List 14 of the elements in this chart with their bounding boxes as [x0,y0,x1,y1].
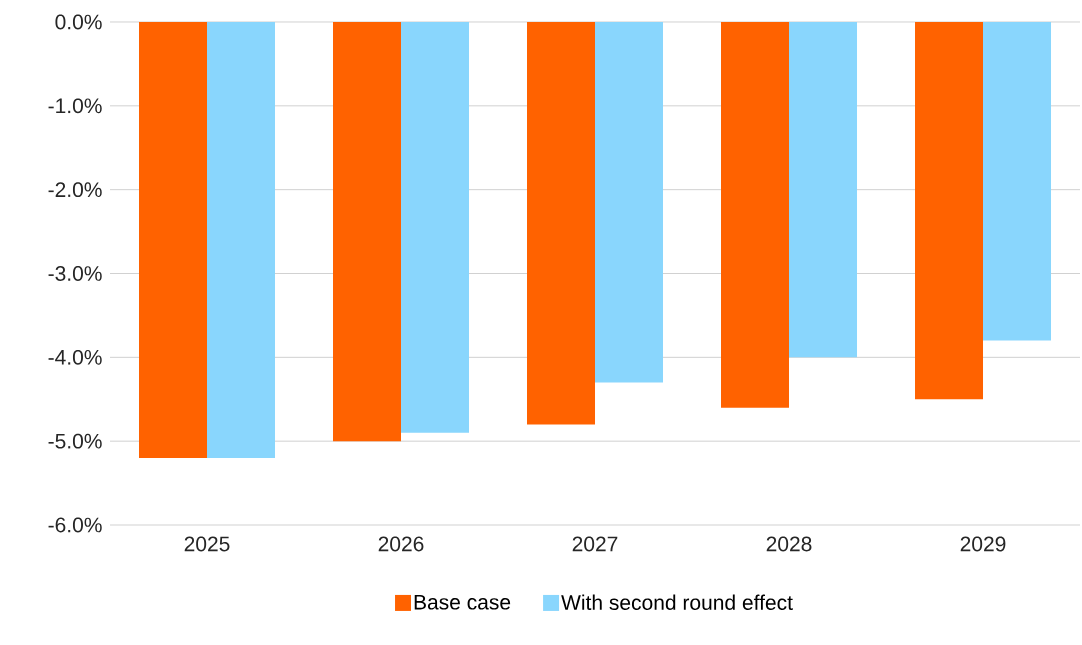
legend-label: Base case [414,594,511,610]
y-tick-label: -2.0% [48,182,102,198]
y-tick-label: -4.0% [48,349,102,365]
x-tick-label: 2026 [378,536,424,552]
y-tick-label: -3.0% [48,266,102,281]
y-tick-label: -1.0% [48,98,102,114]
y-tick-label: -5.0% [48,433,102,449]
x-tick-label: 2027 [572,536,618,552]
x-tick-label: 2025 [184,536,230,552]
y-tick-label: -6.0% [48,517,102,533]
y-tick-label: 0.0% [55,14,102,30]
x-tick-label: 2029 [960,536,1006,552]
legend-label: With second round effect [561,594,793,610]
x-tick-label: 2028 [766,536,812,552]
